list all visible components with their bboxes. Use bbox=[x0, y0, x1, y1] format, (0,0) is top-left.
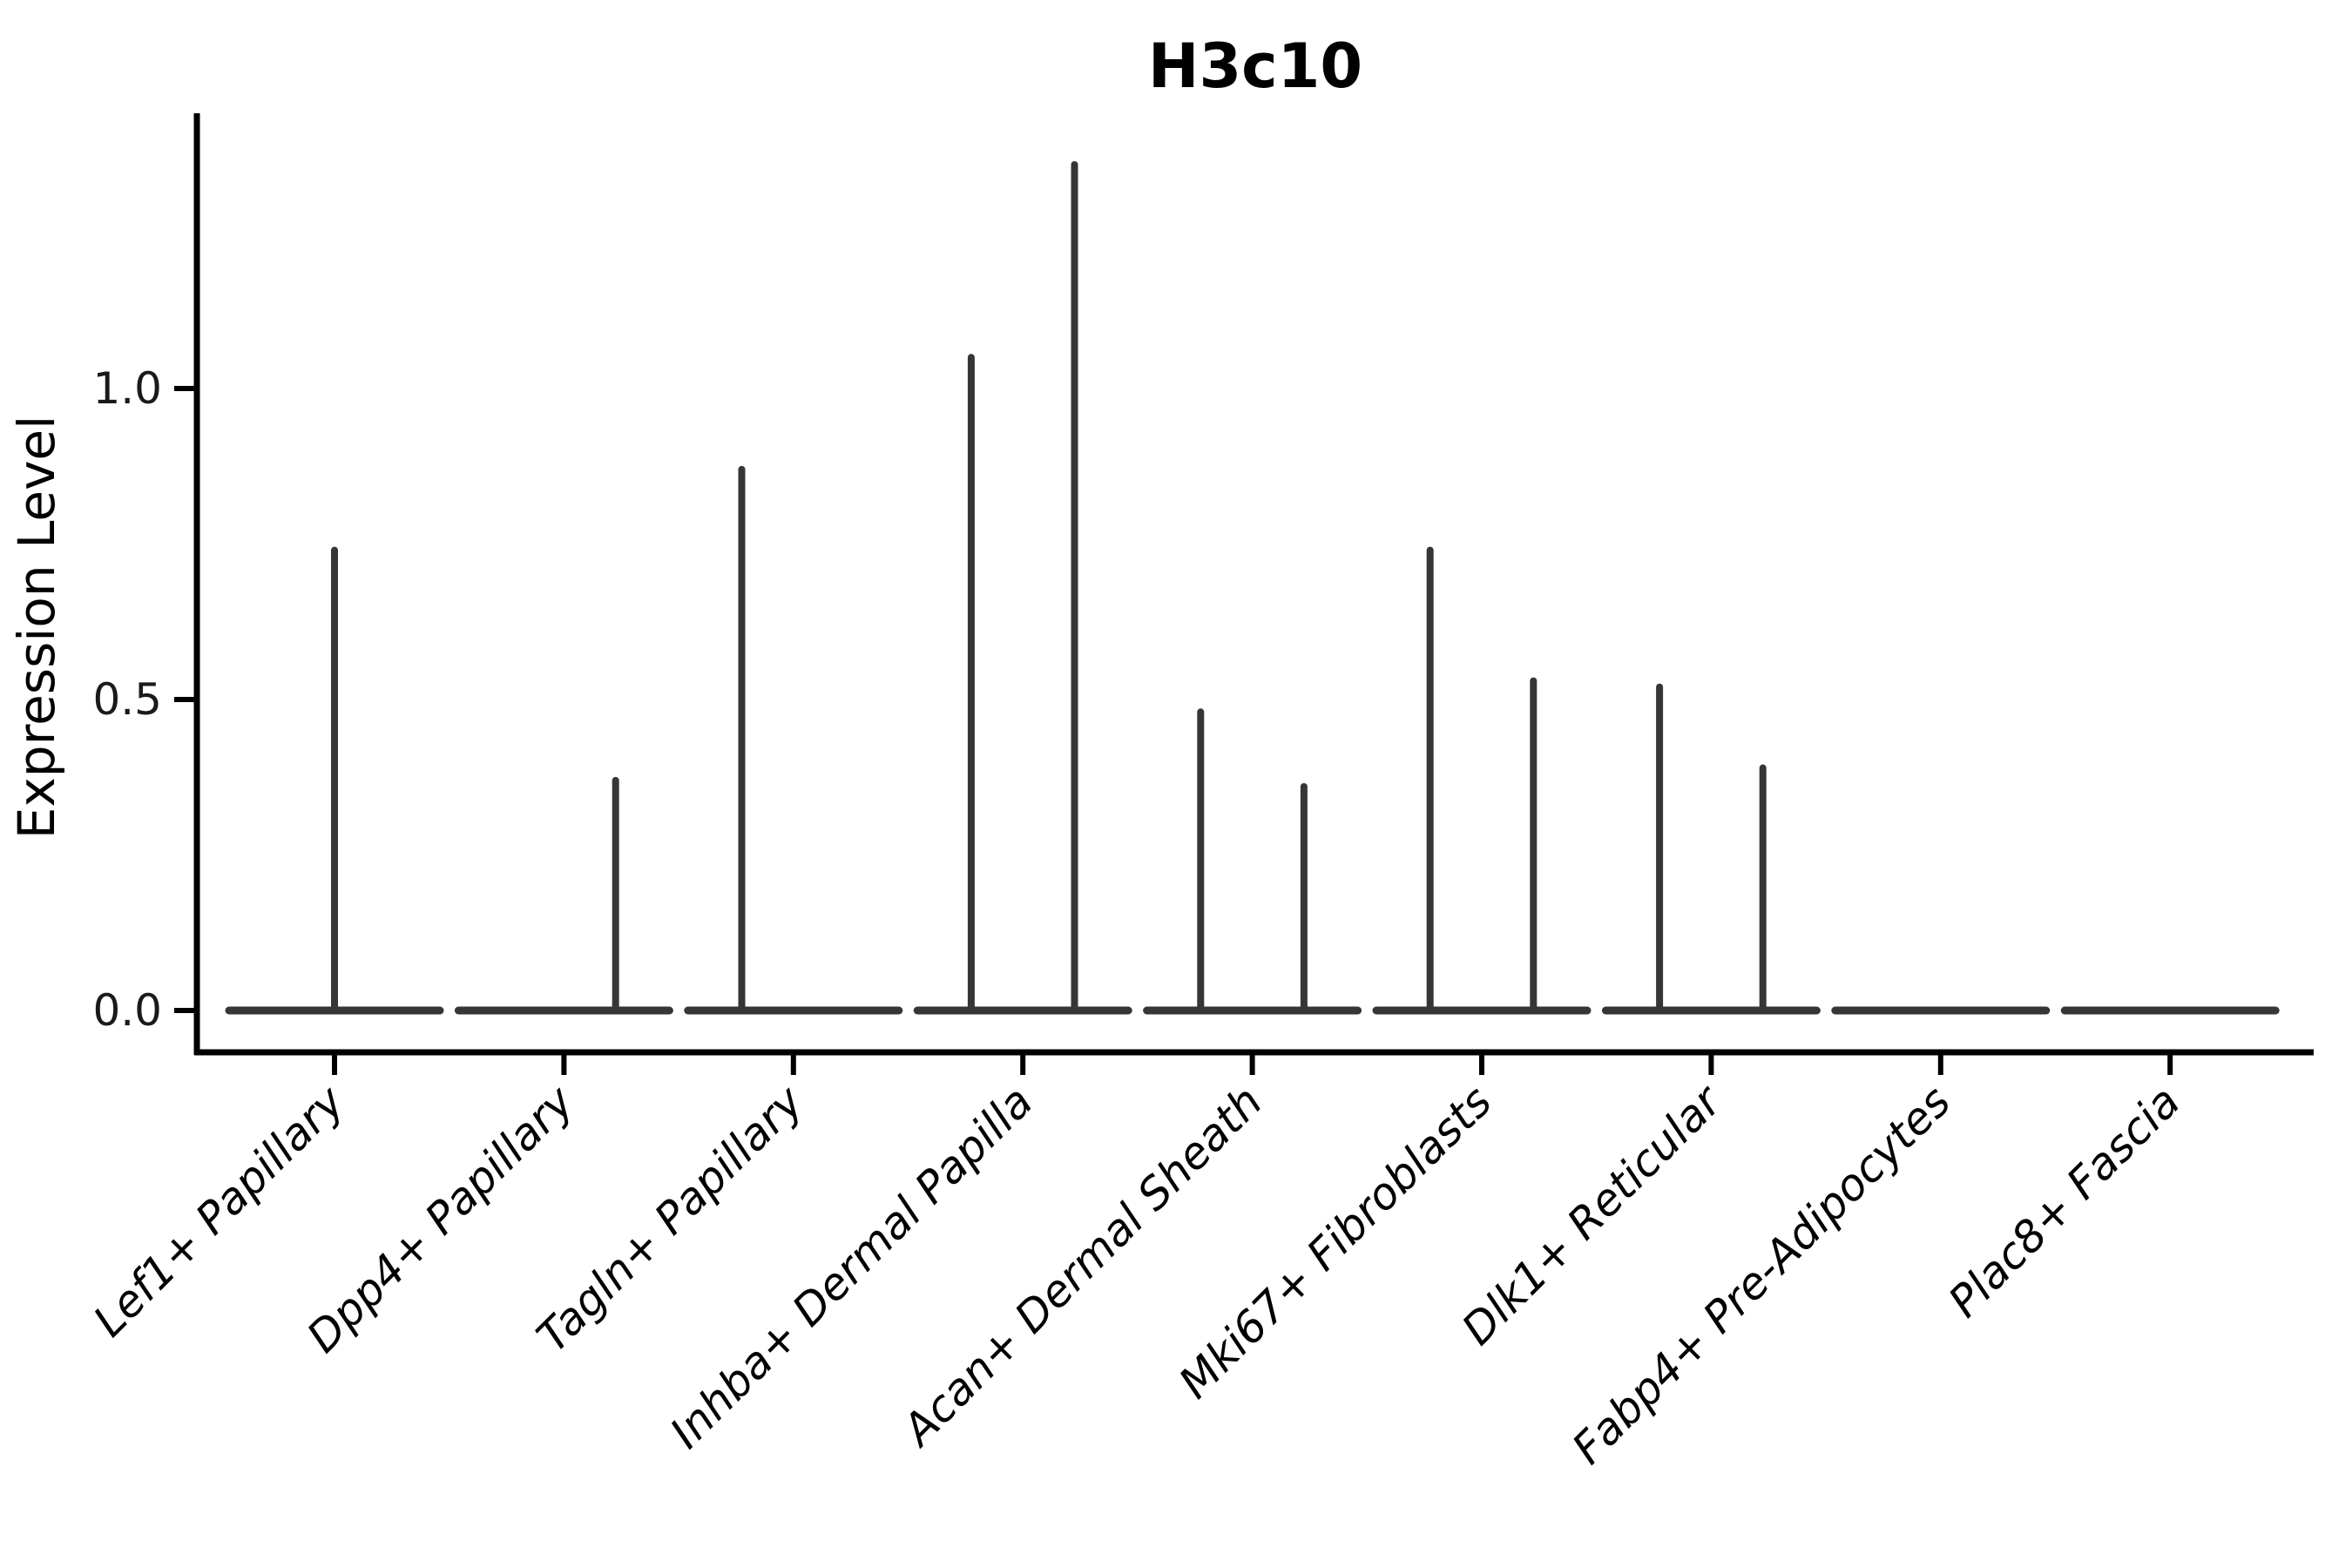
violin bbox=[1601, 683, 1821, 1015]
x-tick-label: Fabp4+ Pre-Adipocytes bbox=[1563, 1076, 1961, 1474]
violins bbox=[225, 160, 2280, 1015]
violin bbox=[454, 776, 673, 1015]
y-tick-label: 1.0 bbox=[92, 363, 162, 414]
y-axis-title: Expression Level bbox=[7, 416, 66, 839]
violin bbox=[1372, 546, 1592, 1015]
x-tick-label: Lef1+ Papillary bbox=[84, 1075, 355, 1346]
axes bbox=[174, 113, 2314, 1075]
x-tick-label: Acan+ Dermal Sheath bbox=[891, 1076, 1272, 1456]
x-tick-label: Inhba+ Dermal Papilla bbox=[660, 1076, 1042, 1457]
y-tick-label: 0.0 bbox=[92, 985, 162, 1036]
violin bbox=[1143, 708, 1362, 1015]
violin bbox=[684, 465, 903, 1015]
plot-title: H3c10 bbox=[1148, 30, 1362, 102]
y-tick-labels: 0.0 0.5 1.0 bbox=[92, 363, 162, 1036]
x-tick-label: Plac8+ Fascia bbox=[1939, 1076, 2190, 1327]
violin bbox=[913, 160, 1132, 1015]
violin bbox=[225, 546, 444, 1015]
y-tick-label: 0.5 bbox=[92, 674, 162, 725]
